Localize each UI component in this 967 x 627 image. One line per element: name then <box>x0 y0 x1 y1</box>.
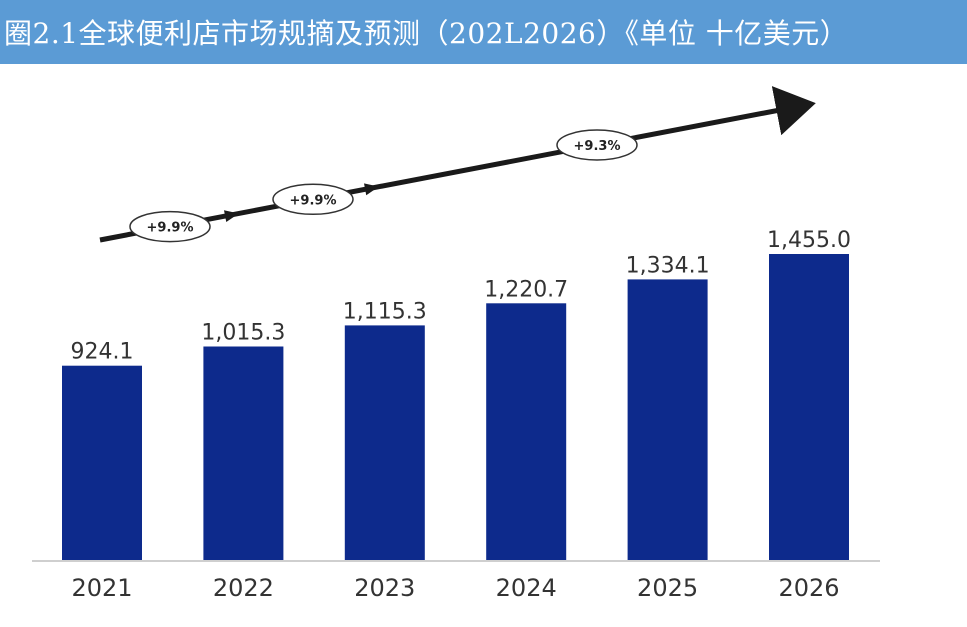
growth-ellipse-3 <box>556 129 638 161</box>
growth-ellipse-1 <box>129 210 211 243</box>
bar-2021 <box>62 365 142 560</box>
data-label-2024: 1,220.7 <box>484 277 568 302</box>
trend-arrowhead-1 <box>223 210 239 223</box>
bars-layer: 924.1 1,015.3 1,115.3 1,220.7 1,334.1 1,455.0 <box>62 228 851 560</box>
growth-badge-1: +9.9% <box>129 210 211 243</box>
growth-badge-2: +9.9% <box>272 183 354 216</box>
x-tick-2024: 2024 <box>496 574 557 602</box>
bar-2023 <box>344 325 425 560</box>
bar-2025 <box>627 279 708 560</box>
trend-arrow <box>99 86 816 243</box>
bar-2022 <box>203 346 284 560</box>
data-label-2023: 1,115.3 <box>343 299 427 324</box>
growth-ellipse-2 <box>272 183 354 216</box>
x-tick-2022: 2022 <box>213 574 274 602</box>
data-label-2021: 924.1 <box>71 340 134 365</box>
x-tick-2026: 2026 <box>778 574 839 602</box>
growth-badge-3: +9.3% <box>556 129 638 161</box>
x-tick-2021: 2021 <box>71 574 132 602</box>
x-tick-2023: 2023 <box>354 574 415 602</box>
x-tick-2025: 2025 <box>637 574 698 602</box>
data-label-2022: 1,015.3 <box>201 321 285 346</box>
bar-2024 <box>486 303 567 560</box>
growth-label-2: +9.9% <box>290 193 337 208</box>
growth-trend: +9.9% +9.9% +9.3% <box>99 86 816 243</box>
growth-label-1: +9.9% <box>147 221 194 236</box>
data-label-2026: 1,455.0 <box>767 228 851 253</box>
title-banner: 圈2.1全球便利店市场规摘及预测（202L2026）《单位 十亿美元） <box>0 0 967 64</box>
growth-label-3: +9.3% <box>574 139 621 154</box>
trend-arrowhead-2 <box>363 183 379 196</box>
data-label-2025: 1,334.1 <box>626 253 710 278</box>
bar-2026 <box>769 254 849 560</box>
x-tick-labels: 2021 2022 2023 2024 2025 2026 <box>71 574 839 602</box>
bar-chart: 924.1 1,015.3 1,115.3 1,220.7 1,334.1 1,455.0… <box>32 86 880 602</box>
chart-title: 圈2.1全球便利店市场规摘及预测（202L2026）《单位 十亿美元） <box>4 17 849 50</box>
